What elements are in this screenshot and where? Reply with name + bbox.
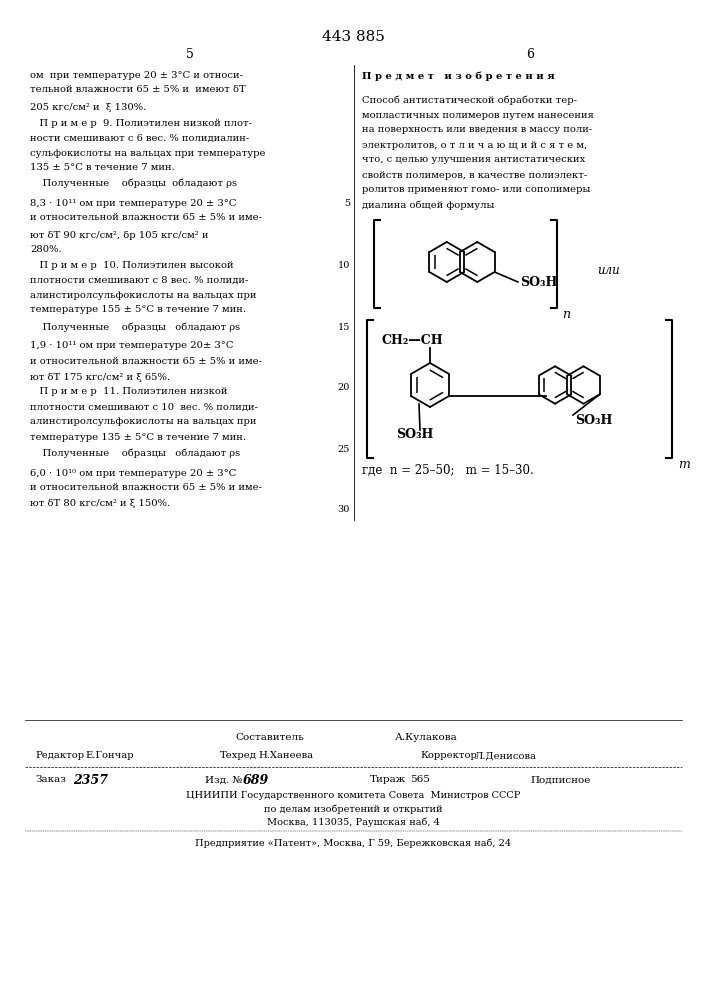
Text: 1,9 · 10¹¹ ом при температуре 20± 3°C: 1,9 · 10¹¹ ом при температуре 20± 3°C [30, 342, 233, 351]
Text: 10: 10 [338, 260, 350, 269]
Text: Корректор: Корректор [420, 752, 477, 760]
Text: 5: 5 [344, 198, 350, 208]
Text: П р и м е р  11. Полиэтилен низкой: П р и м е р 11. Полиэтилен низкой [30, 387, 228, 396]
Text: ности смешивают с 6 вес. % полидиалин-: ности смешивают с 6 вес. % полидиалин- [30, 133, 250, 142]
Text: 6,0 · 10¹⁰ ом при температуре 20 ± 3°C: 6,0 · 10¹⁰ ом при температуре 20 ± 3°C [30, 468, 236, 478]
Text: ролитов применяют гомо- или сополимеры: ролитов применяют гомо- или сополимеры [362, 186, 590, 194]
Text: А.Кулакова: А.Кулакова [395, 732, 457, 742]
Text: SO₃H: SO₃H [397, 428, 433, 442]
Text: 2357: 2357 [73, 774, 108, 786]
Text: 135 ± 5°C в течение 7 мин.: 135 ± 5°C в течение 7 мин. [30, 163, 175, 172]
Text: Н.Ханеева: Н.Ханеева [258, 752, 313, 760]
Text: m: m [678, 458, 690, 471]
Text: Изд. №: Изд. № [205, 776, 243, 784]
Text: что, с целью улучшения антистатических: что, с целью улучшения антистатических [362, 155, 585, 164]
Text: Л.Денисова: Л.Денисова [475, 752, 537, 760]
Text: ом  при температуре 20 ± 3°C и относи-: ом при температуре 20 ± 3°C и относи- [30, 72, 243, 81]
Text: SO₃H: SO₃H [520, 275, 557, 288]
Text: Техред: Техред [220, 752, 257, 760]
Text: П р и м е р  10. Полиэтилен высокой: П р и м е р 10. Полиэтилен высокой [30, 260, 233, 269]
Text: Подписное: Подписное [530, 776, 590, 784]
Text: 280%.: 280%. [30, 245, 62, 254]
Text: Москва, 113035, Раушская наб, 4: Москва, 113035, Раушская наб, 4 [267, 817, 440, 827]
Text: 6: 6 [526, 48, 534, 62]
Text: и относительной влажности 65 ± 5% и име-: и относительной влажности 65 ± 5% и име- [30, 484, 262, 492]
Text: Заказ: Заказ [35, 776, 66, 784]
Text: SO₃H: SO₃H [575, 414, 612, 426]
Text: 443 885: 443 885 [322, 30, 385, 44]
Text: ют δТ 90 кгс/см², δр 105 кгс/см² и: ют δТ 90 кгс/см², δр 105 кгс/см² и [30, 231, 209, 239]
Text: или: или [597, 263, 620, 276]
Text: 565: 565 [410, 776, 430, 784]
Text: и относительной влажности 65 ± 5% и име-: и относительной влажности 65 ± 5% и име- [30, 214, 262, 223]
Text: сульфокислоты на вальцах при температуре: сульфокислоты на вальцах при температуре [30, 148, 266, 157]
Text: где  n = 25–50;   m = 15–30.: где n = 25–50; m = 15–30. [362, 464, 534, 477]
Text: мопластичных полимеров путем нанесения: мопластичных полимеров путем нанесения [362, 110, 594, 119]
Text: CH₂—CH: CH₂—CH [382, 334, 443, 347]
Text: П р е д м е т   и з о б р е т е н и я: П р е д м е т и з о б р е т е н и я [362, 71, 555, 81]
Text: тельной влажности 65 ± 5% и  имеют δТ: тельной влажности 65 ± 5% и имеют δТ [30, 86, 246, 95]
Text: алинстиролсульфокислоты на вальцах при: алинстиролсульфокислоты на вальцах при [30, 290, 257, 300]
Text: плотности смешивают с 8 вес. % полиди-: плотности смешивают с 8 вес. % полиди- [30, 275, 248, 284]
Text: 25: 25 [338, 446, 350, 454]
Text: Тираж: Тираж [370, 776, 406, 784]
Text: диалина общей формулы: диалина общей формулы [362, 200, 494, 210]
Text: температуре 135 ± 5°C в течение 7 мин.: температуре 135 ± 5°C в течение 7 мин. [30, 432, 246, 442]
Text: n: n [562, 308, 570, 321]
Text: Полученные    образцы   обладают ρs: Полученные образцы обладают ρs [30, 322, 240, 332]
Text: Редактор: Редактор [35, 752, 84, 760]
Text: Полученные    образцы  обладают ρs: Полученные образцы обладают ρs [30, 178, 237, 188]
Text: по делам изобретений и открытий: по делам изобретений и открытий [264, 804, 443, 814]
Text: плотности смешивают с 10  вес. % полиди-: плотности смешивают с 10 вес. % полиди- [30, 402, 258, 412]
Text: Способ антистатической обработки тер-: Способ антистатической обработки тер- [362, 95, 577, 105]
Text: свойств полимеров, в качестве полиэлект-: свойств полимеров, в качестве полиэлект- [362, 170, 588, 180]
Text: алинстиролсульфокислоты на вальцах при: алинстиролсульфокислоты на вальцах при [30, 418, 257, 426]
Text: Составитель: Составитель [235, 732, 305, 742]
Text: и относительной влажности 65 ± 5% и име-: и относительной влажности 65 ± 5% и име- [30, 357, 262, 365]
Text: 5: 5 [186, 48, 194, 62]
Text: 30: 30 [338, 506, 350, 514]
Text: электролитов, о т л и ч а ю щ и й с я т е м,: электролитов, о т л и ч а ю щ и й с я т … [362, 140, 588, 149]
Text: на поверхность или введения в массу поли-: на поверхность или введения в массу поли… [362, 125, 592, 134]
Text: Полученные    образцы   обладают ρs: Полученные образцы обладают ρs [30, 448, 240, 458]
Text: 20: 20 [338, 383, 350, 392]
Text: Е.Гончар: Е.Гончар [85, 752, 134, 760]
Text: Предприятие «Патент», Москва, Г 59, Бережковская наб, 24: Предприятие «Патент», Москва, Г 59, Бере… [195, 838, 511, 848]
Text: П р и м е р  9. Полиэтилен низкой плот-: П р и м е р 9. Полиэтилен низкой плот- [30, 118, 252, 127]
Text: 15: 15 [338, 322, 350, 332]
Text: 8,3 · 10¹¹ ом при температуре 20 ± 3°C: 8,3 · 10¹¹ ом при температуре 20 ± 3°C [30, 198, 237, 208]
Text: 689: 689 [243, 774, 269, 786]
Text: ЦНИИПИ Государственного комитета Совета  Министров СССР: ЦНИИПИ Государственного комитета Совета … [186, 792, 520, 800]
Text: 205 кгс/см² и  ξ 130%.: 205 кгс/см² и ξ 130%. [30, 103, 146, 111]
Text: ют δТ 175 кгс/см² и ξ 65%.: ют δТ 175 кгс/см² и ξ 65%. [30, 372, 170, 381]
Text: ют δТ 80 кгс/см² и ξ 150%.: ют δТ 80 кгс/см² и ξ 150%. [30, 499, 170, 508]
Text: температуре 155 ± 5°C в течение 7 мин.: температуре 155 ± 5°C в течение 7 мин. [30, 306, 246, 314]
